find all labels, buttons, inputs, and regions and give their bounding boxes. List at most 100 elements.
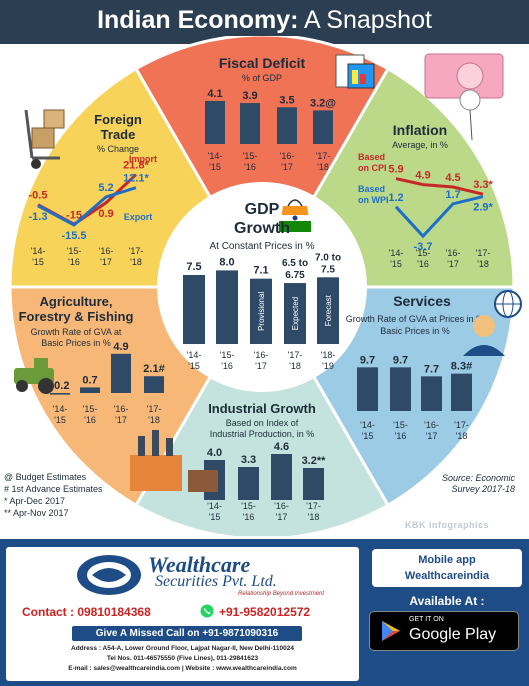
mobile-app-label: Mobile app <box>418 554 476 566</box>
services-tick-label: '17- <box>454 420 469 430</box>
documents-icon <box>335 54 375 89</box>
footnote: * Apr-Dec 2017 <box>4 496 66 506</box>
gdp-title: GDP <box>245 201 280 218</box>
gdp-subtitle: At Constant Prices in % <box>209 241 314 252</box>
agriculture-tick-label: '16- <box>114 404 129 414</box>
footnote: # 1st Advance Estimates <box>4 484 103 494</box>
services-tick-label: '17 <box>426 431 438 441</box>
services-data-label: 7.7 <box>424 363 439 375</box>
inflation-title: Inflation <box>393 122 447 138</box>
email-website: E-mail : sales@wealthcareindia.com | Web… <box>68 665 297 672</box>
inflation-tick-label: '16 <box>417 259 429 269</box>
watermark: KBK infographics <box>405 520 490 530</box>
export-legend: Export <box>124 212 153 222</box>
agriculture-tick-label: '16 <box>84 415 96 425</box>
trade-title: Trade <box>101 127 136 142</box>
fiscal-bar <box>240 103 260 144</box>
services-tick-label: '16 <box>395 431 407 441</box>
industrial-bar <box>303 468 324 500</box>
google-play-label: Google Play <box>409 626 497 643</box>
footnote: @ Budget Estimates <box>4 472 87 482</box>
address: Address : A54-A, Lower Ground Floor, Laj… <box>71 645 294 652</box>
trade-tick-label: '14- <box>31 246 46 256</box>
wealthcare-logo-icon <box>77 555 141 595</box>
trade-data-label: 21.8* <box>123 160 149 172</box>
services-subtitle: Growth Rate of GVA at Prices in % <box>346 314 484 324</box>
industrial-tick-label: '18 <box>308 512 320 522</box>
trade-data-label: -15 <box>66 209 82 221</box>
fiscal-data-label: 3.9 <box>242 90 257 102</box>
industrial-subtitle: Industrial Production, in % <box>210 429 315 439</box>
advertisement-box <box>6 547 359 681</box>
trade-data-label: -1.3 <box>29 211 48 223</box>
fiscal-bar <box>277 107 297 144</box>
industrial-tick-label: '15- <box>241 501 256 511</box>
agriculture-tick-label: '18 <box>148 415 160 425</box>
tractor-icon <box>14 358 54 394</box>
fiscal-tick-label: '16- <box>280 151 295 161</box>
trade-tick-label: '18 <box>130 257 142 267</box>
industrial-tick-label: '14- <box>207 501 222 511</box>
flag-bag-icon <box>279 199 311 232</box>
inflation-tick-label: '18 <box>477 259 489 269</box>
trade-tick-label: '16- <box>99 246 114 256</box>
support-agent-icon <box>463 290 522 356</box>
industrial-data-label: 3.3 <box>241 454 256 466</box>
hand-truck-icon <box>24 109 65 169</box>
services-data-label: 8.3# <box>451 361 472 373</box>
agriculture-tick-label: '17- <box>147 404 162 414</box>
agriculture-tick-label: '15 <box>54 415 66 425</box>
industrial-bar <box>271 454 292 500</box>
footnote: ** Apr-Nov 2017 <box>4 508 69 518</box>
industrial-bar <box>238 467 259 500</box>
fiscal-tick-label: '16 <box>244 162 256 172</box>
agriculture-data-label: -0.2 <box>51 380 70 392</box>
agriculture-tick-label: '17 <box>115 415 127 425</box>
trade-data-label: 5.2 <box>98 182 113 194</box>
inflation-tick-label: '15- <box>416 248 431 258</box>
gdp-tick-label: '16 <box>221 361 233 371</box>
inflation-tick-label: '17- <box>476 248 491 258</box>
inflation-data-label: 2.9* <box>473 202 493 214</box>
services-tick-label: '18 <box>456 431 468 441</box>
gdp-data-label: 7.5 <box>186 261 201 273</box>
trade-data-label: -0.5 <box>29 190 48 202</box>
inflation-data-label: 5.9 <box>388 164 403 176</box>
cpi-legend: on CPI <box>358 163 387 173</box>
industrial-data-label: 3.2** <box>302 455 327 467</box>
industrial-tick-label: '17- <box>306 501 321 511</box>
agriculture-tick-label: '14- <box>53 404 68 414</box>
industrial-title: Industrial Growth <box>208 401 316 416</box>
fiscal-tick-label: '15 <box>209 162 221 172</box>
gdp-data-label: 7.1 <box>253 265 268 277</box>
industrial-subtitle: Based on Index of <box>226 418 299 428</box>
gdp-tick-label: '14- <box>187 350 202 360</box>
agriculture-data-label: 0.7 <box>82 374 97 386</box>
gdp-tick-label: '19 <box>322 361 334 371</box>
agriculture-title: Agriculture, <box>40 294 113 309</box>
trade-title: Foreign <box>94 112 142 127</box>
gdp-tick-label: '17- <box>288 350 303 360</box>
agriculture-bar <box>144 376 164 393</box>
page-title: Indian Economy: A Snapshot <box>97 6 432 34</box>
wpi-legend: Based <box>358 184 385 194</box>
trade-tick-label: '17- <box>129 246 144 256</box>
services-tick-label: '15- <box>393 420 408 430</box>
agriculture-bar <box>50 393 70 395</box>
trade-tick-label: '16 <box>68 257 80 267</box>
inflation-tick-label: '15 <box>390 259 402 269</box>
brand-name: Wealthcare <box>148 552 251 577</box>
inflation-subtitle: Average, in % <box>392 140 448 150</box>
gdp-data-label: 7.5 <box>321 264 335 275</box>
trade-tick-label: '17 <box>100 257 112 267</box>
agriculture-data-label: 4.9 <box>113 341 128 353</box>
trade-data-label: 0.9 <box>98 208 113 220</box>
gdp-bar <box>216 270 238 344</box>
services-tick-label: '15 <box>362 431 374 441</box>
inflation-data-label: 4.5 <box>445 172 460 184</box>
trade-tick-label: '15- <box>67 246 82 256</box>
telephone: Tel Nos. 011-46575550 (Five Lines), 011-… <box>106 655 259 662</box>
fiscal-tick-label: '17 <box>281 162 293 172</box>
industrial-data-label: 4.0 <box>207 447 222 459</box>
industrial-tick-label: '16 <box>243 512 255 522</box>
